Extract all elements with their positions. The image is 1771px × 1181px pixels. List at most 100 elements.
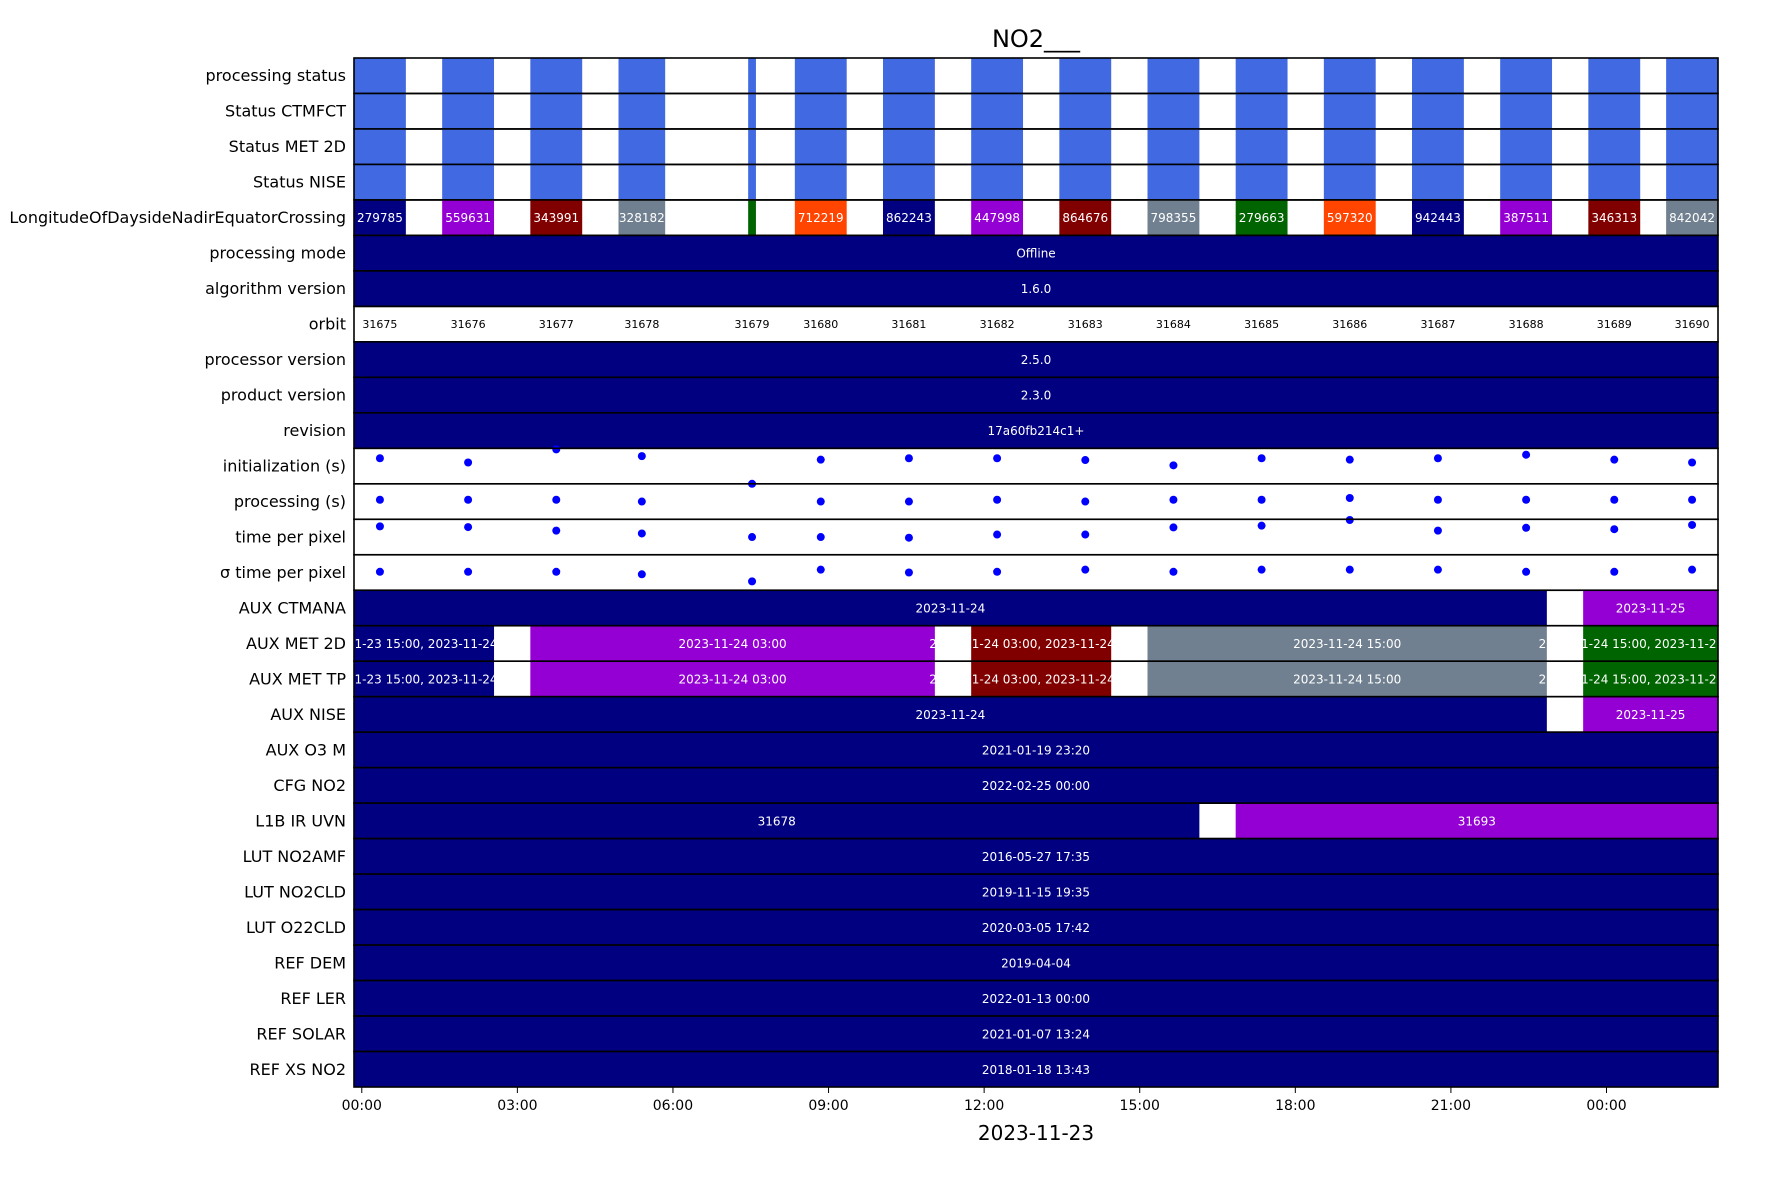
bar	[1147, 661, 1547, 697]
bar-label: 2.5.0	[1021, 353, 1052, 367]
row-label: LUT NO2CLD	[244, 882, 346, 901]
bar	[1323, 93, 1376, 129]
bar-label: 279785	[357, 211, 403, 225]
bar	[354, 590, 1547, 626]
bar-label: 447998	[974, 211, 1020, 225]
bar	[971, 625, 1112, 662]
data-point	[1522, 523, 1531, 532]
data-point	[375, 454, 384, 463]
bar	[354, 803, 1200, 839]
bar	[971, 661, 1112, 697]
bar	[354, 980, 1718, 1017]
row-plot: 2.3.0	[354, 377, 1718, 413]
bar	[618, 93, 666, 129]
x-tick-label: 06:00	[653, 1098, 693, 1114]
x-tick-label: 12:00	[964, 1098, 1004, 1114]
data-point	[1433, 495, 1442, 504]
bar-label: 2023-11-24 15:00, 2023-11-25 03:00	[1539, 672, 1763, 686]
data-point	[464, 567, 473, 576]
rows-layer: processing status Status CTMFCT Status MET…	[9, 57, 1763, 1088]
bar-label: 2016-05-27 17:35	[982, 850, 1090, 864]
bar-label: 862243	[886, 211, 932, 225]
data-point	[904, 533, 913, 542]
data-point	[1081, 530, 1090, 539]
bar	[883, 128, 935, 165]
data-point	[1688, 565, 1697, 574]
bar	[1059, 58, 1112, 94]
bar-label: 2023-11-25	[1616, 708, 1686, 722]
bar-label: 2023-11-24 15:00	[1293, 637, 1401, 651]
data-point	[993, 530, 1002, 539]
data-point	[993, 495, 1002, 504]
bar-label: 2019-11-15 19:35	[982, 885, 1090, 899]
bar-label: 712219	[798, 211, 844, 225]
row-label: initialization (s)	[223, 457, 346, 476]
orbit-label: 31678	[624, 318, 659, 331]
bar	[530, 625, 935, 662]
x-tick-label: 00:00	[1586, 1098, 1626, 1114]
row-plot	[354, 58, 1718, 94]
bar	[1500, 164, 1553, 200]
row-label: CFG NO2	[273, 776, 346, 795]
data-point	[1688, 520, 1697, 529]
bar	[354, 164, 406, 200]
bar	[971, 93, 1024, 129]
data-point	[1522, 567, 1531, 576]
bar-label: 387511	[1503, 211, 1549, 225]
bar-label: 17a60fb214c1+	[988, 424, 1085, 438]
bar-label: 842042	[1669, 211, 1715, 225]
bar	[354, 199, 406, 236]
bar	[530, 661, 935, 697]
row: AUX CTMANA 2023-11-24 2023-11-25	[239, 589, 1719, 627]
row-plot: 2023-11-23 15:00, 2023-11-24 03:00 2023-1…	[312, 625, 1718, 662]
bar	[1059, 93, 1112, 129]
bar	[1588, 93, 1641, 129]
bar-label: 31678	[758, 814, 796, 828]
row: processor version 2.5.0	[204, 341, 1719, 379]
bar	[354, 874, 1718, 910]
bar	[1059, 199, 1112, 236]
bar	[530, 164, 583, 200]
row: REF SOLAR 2021-01-07 13:24	[256, 1015, 1719, 1053]
data-point	[904, 568, 913, 577]
bar	[1666, 164, 1718, 200]
row-label: LongitudeOfDaysideNadirEquatorCrossing	[9, 208, 346, 227]
bar	[354, 58, 406, 94]
bar-label: 2023-11-23 15:00, 2023-11-24 03:00	[312, 637, 536, 651]
row-frame	[353, 1050, 1719, 1088]
data-point	[464, 495, 473, 504]
row: algorithm version 1.6.0	[205, 270, 1719, 308]
bar	[1412, 93, 1464, 129]
row: AUX O3 M 2021-01-19 23:20	[266, 731, 1719, 769]
data-point	[637, 452, 646, 461]
bar-label: 798355	[1151, 211, 1197, 225]
data-point	[1169, 461, 1178, 470]
orbit-label: 31680	[803, 318, 838, 331]
orbit-label: 31688	[1509, 318, 1544, 331]
row-plot: 2022-01-13 00:00	[354, 980, 1718, 1017]
bar	[354, 235, 1718, 271]
bar	[1235, 58, 1288, 94]
data-point	[552, 495, 561, 504]
bar	[1412, 128, 1464, 165]
row-label: REF SOLAR	[256, 1024, 346, 1043]
bar	[1583, 625, 1718, 662]
bar-label: 1.6.0	[1021, 282, 1052, 296]
orbit-label: 31689	[1597, 318, 1632, 331]
bar-label: 328182	[619, 211, 665, 225]
row: AUX NISE 2023-11-24 2023-11-25	[270, 695, 1719, 733]
bar	[794, 164, 847, 200]
bar-label: 2023-11-24 03:00	[679, 672, 787, 686]
bar	[442, 128, 495, 165]
row-plot: 17a60fb214c1+	[354, 412, 1718, 449]
row-label: time per pixel	[235, 528, 346, 547]
bar	[1235, 128, 1288, 165]
bar	[354, 625, 495, 662]
row-label: σ time per pixel	[220, 563, 346, 582]
bar	[1323, 58, 1376, 94]
bar	[748, 199, 756, 236]
bar	[1588, 199, 1641, 236]
row-plot: 31675 31676 31677 31678 31679 31680 31681 31682…	[362, 318, 1709, 331]
row-plot: 2022-02-25 00:00	[354, 767, 1718, 804]
